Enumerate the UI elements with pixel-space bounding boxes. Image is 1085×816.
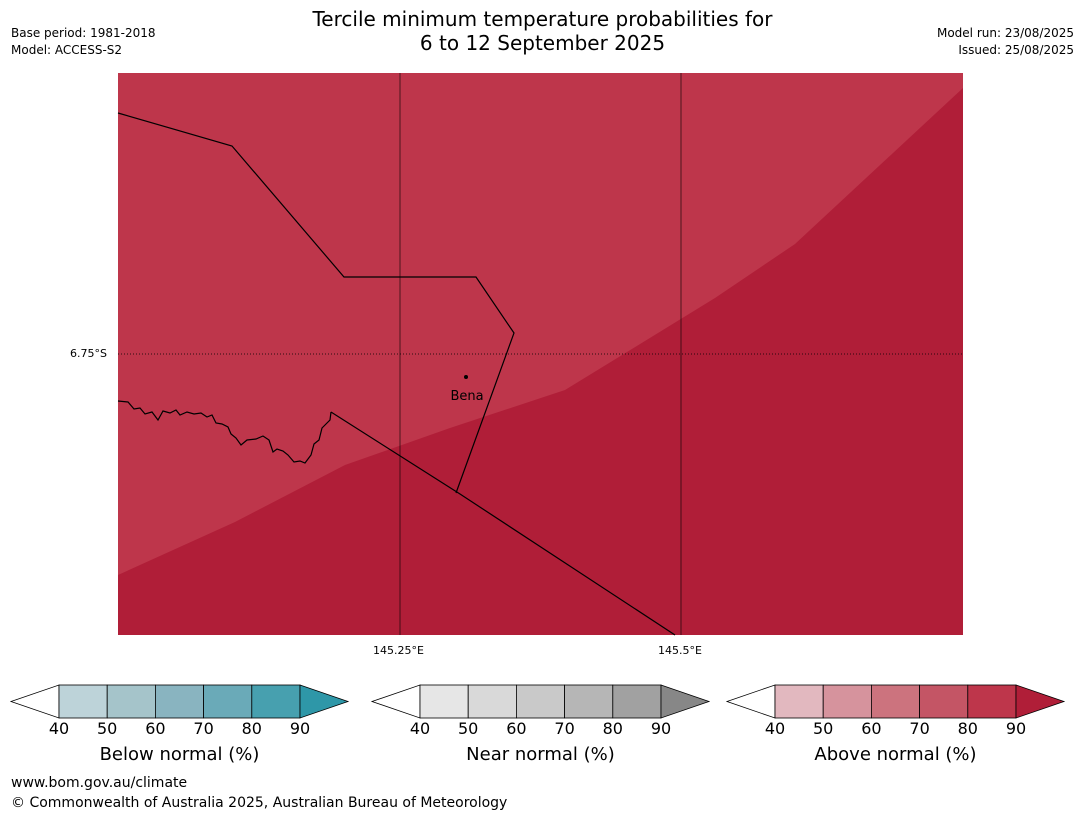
above-colorbar-tick: 90 bbox=[1005, 719, 1027, 738]
above-colorbar-tick: 40 bbox=[764, 719, 786, 738]
above-colorbar-cell-50 bbox=[822, 684, 872, 719]
town-marker bbox=[464, 375, 468, 379]
footer-copyright: © Commonwealth of Australia 2025, Austra… bbox=[11, 795, 508, 811]
title-line-2: 6 to 12 September 2025 bbox=[419, 31, 666, 55]
below-colorbar-tick: 40 bbox=[48, 719, 70, 738]
above-colorbar-tick: 70 bbox=[909, 719, 930, 738]
near-colorbar-tick: 70 bbox=[554, 719, 575, 738]
above-colorbar-tick: 80 bbox=[957, 719, 978, 738]
colorbar-group bbox=[9, 684, 1066, 719]
base-period: Base period: 1981-2018 bbox=[11, 26, 156, 40]
near-colorbar-cell-60 bbox=[516, 684, 566, 719]
below-colorbar-cell-40 bbox=[58, 684, 108, 719]
lon-label-145-5e: 145.5°E bbox=[658, 644, 702, 657]
lat-label-6-75s: 6.75°S bbox=[70, 347, 107, 360]
below-colorbar-title: Below normal (%) bbox=[99, 744, 260, 765]
near-colorbar-extend-low bbox=[370, 684, 421, 719]
footer-url[interactable]: www.bom.gov.au/climate bbox=[11, 775, 188, 791]
below-colorbar-cell-60 bbox=[154, 684, 204, 719]
model-name: Model: ACCESS-S2 bbox=[11, 43, 123, 57]
above-colorbar-tick: 60 bbox=[861, 719, 882, 738]
near-colorbar-cell-80 bbox=[612, 684, 662, 719]
below-colorbar-tick: 70 bbox=[193, 719, 214, 738]
model-run: Model run: 23/08/2025 bbox=[936, 26, 1074, 40]
title-line-1: Tercile minimum temperature probabilitie… bbox=[312, 7, 773, 31]
coastline bbox=[117, 400, 332, 464]
above-colorbar-cell-80 bbox=[967, 684, 1017, 719]
map-panel: Bena bbox=[117, 73, 963, 636]
region-above-90 bbox=[118, 88, 963, 635]
below-colorbar-cell-50 bbox=[106, 684, 156, 719]
issued-date: Issued: 25/08/2025 bbox=[958, 43, 1074, 57]
below-colorbar-cell-80 bbox=[251, 684, 301, 719]
above-colorbar-extend-high bbox=[1015, 684, 1066, 719]
map-title: Tercile minimum temperature probabilitie… bbox=[0, 7, 1085, 55]
near-colorbar-cell-50 bbox=[467, 684, 517, 719]
above-colorbar-cell-70 bbox=[919, 684, 969, 719]
below-colorbar-extend-low bbox=[9, 684, 60, 719]
near-colorbar-tick: 50 bbox=[458, 719, 479, 738]
below-colorbar-tick: 80 bbox=[241, 719, 262, 738]
meta-left: Base period: 1981-2018 Model: ACCESS-S2 bbox=[11, 25, 156, 59]
province-boundary bbox=[330, 411, 676, 636]
below-colorbar-cell-70 bbox=[203, 684, 253, 719]
near-colorbar-tick: 40 bbox=[409, 719, 431, 738]
above-colorbar-cell-40 bbox=[774, 684, 824, 719]
near-colorbar-cell-70 bbox=[564, 684, 614, 719]
near-colorbar-title: Near normal (%) bbox=[466, 744, 615, 765]
above-colorbar-tick: 50 bbox=[813, 719, 834, 738]
near-colorbar-tick: 60 bbox=[506, 719, 527, 738]
below-colorbar-tick: 50 bbox=[97, 719, 118, 738]
near-colorbar-tick: 90 bbox=[650, 719, 672, 738]
lon-label-145-25e: 145.25°E bbox=[373, 644, 424, 657]
above-colorbar-extend-low bbox=[725, 684, 776, 719]
below-colorbar-tick: 90 bbox=[289, 719, 311, 738]
meta-right: Model run: 23/08/2025 Issued: 25/08/2025 bbox=[937, 25, 1074, 59]
below-colorbar-tick: 60 bbox=[145, 719, 166, 738]
above-colorbar-cell-60 bbox=[871, 684, 921, 719]
district-boundary bbox=[117, 112, 515, 494]
above-colorbar-title: Above normal (%) bbox=[814, 744, 977, 765]
town-label: Bena bbox=[450, 389, 483, 404]
below-colorbar-extend-high bbox=[299, 684, 350, 719]
near-colorbar-extend-high bbox=[660, 684, 711, 719]
near-colorbar-cell-40 bbox=[419, 684, 469, 719]
near-colorbar-tick: 80 bbox=[602, 719, 623, 738]
